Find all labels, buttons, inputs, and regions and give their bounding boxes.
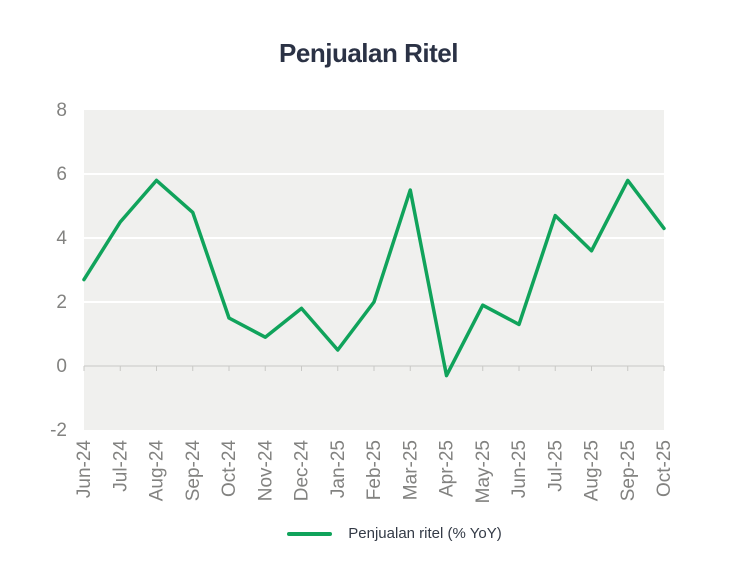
x-tick-label: Sep-24 xyxy=(183,440,204,502)
legend-series-label: Penjualan ritel (% YoY) xyxy=(348,525,502,542)
plot-area xyxy=(84,110,664,430)
x-tick-label: Mar-25 xyxy=(400,440,421,500)
x-tick-label: Aug-24 xyxy=(147,440,168,502)
x-tick-label: Sep-25 xyxy=(618,440,639,501)
x-tick-label: Jul-24 xyxy=(110,440,131,492)
legend-line-swatch xyxy=(287,532,333,536)
y-tick-label: -2 xyxy=(50,420,67,441)
y-tick-label: 2 xyxy=(56,292,67,313)
y-tick-label: 6 xyxy=(56,164,67,185)
series-line xyxy=(82,178,666,378)
y-tick-label: 4 xyxy=(56,228,67,249)
legend[interactable]: Penjualan ritel (% YoY) xyxy=(26,524,737,544)
x-tick-label: Oct-24 xyxy=(219,440,240,497)
x-tick-label: May-25 xyxy=(473,440,494,503)
y-tick-label: 0 xyxy=(56,356,67,377)
x-tick-label: Nov-24 xyxy=(255,440,276,502)
x-tick-label: Dec-24 xyxy=(292,440,313,502)
x-tick-label: Oct-25 xyxy=(654,440,675,497)
x-tick-label: Aug-25 xyxy=(582,440,603,501)
x-tick-label: Jul-25 xyxy=(545,440,566,492)
chart-title: Penjualan Ritel xyxy=(279,38,458,68)
x-tick-label: Jun-25 xyxy=(509,440,530,498)
x-tick-label: Jun-24 xyxy=(74,440,95,499)
y-tick-label: 8 xyxy=(56,100,67,121)
x-tick-label: Feb-25 xyxy=(364,440,385,500)
x-tick-label: Jan-25 xyxy=(328,440,349,498)
x-tick-label: Apr-25 xyxy=(437,440,458,497)
